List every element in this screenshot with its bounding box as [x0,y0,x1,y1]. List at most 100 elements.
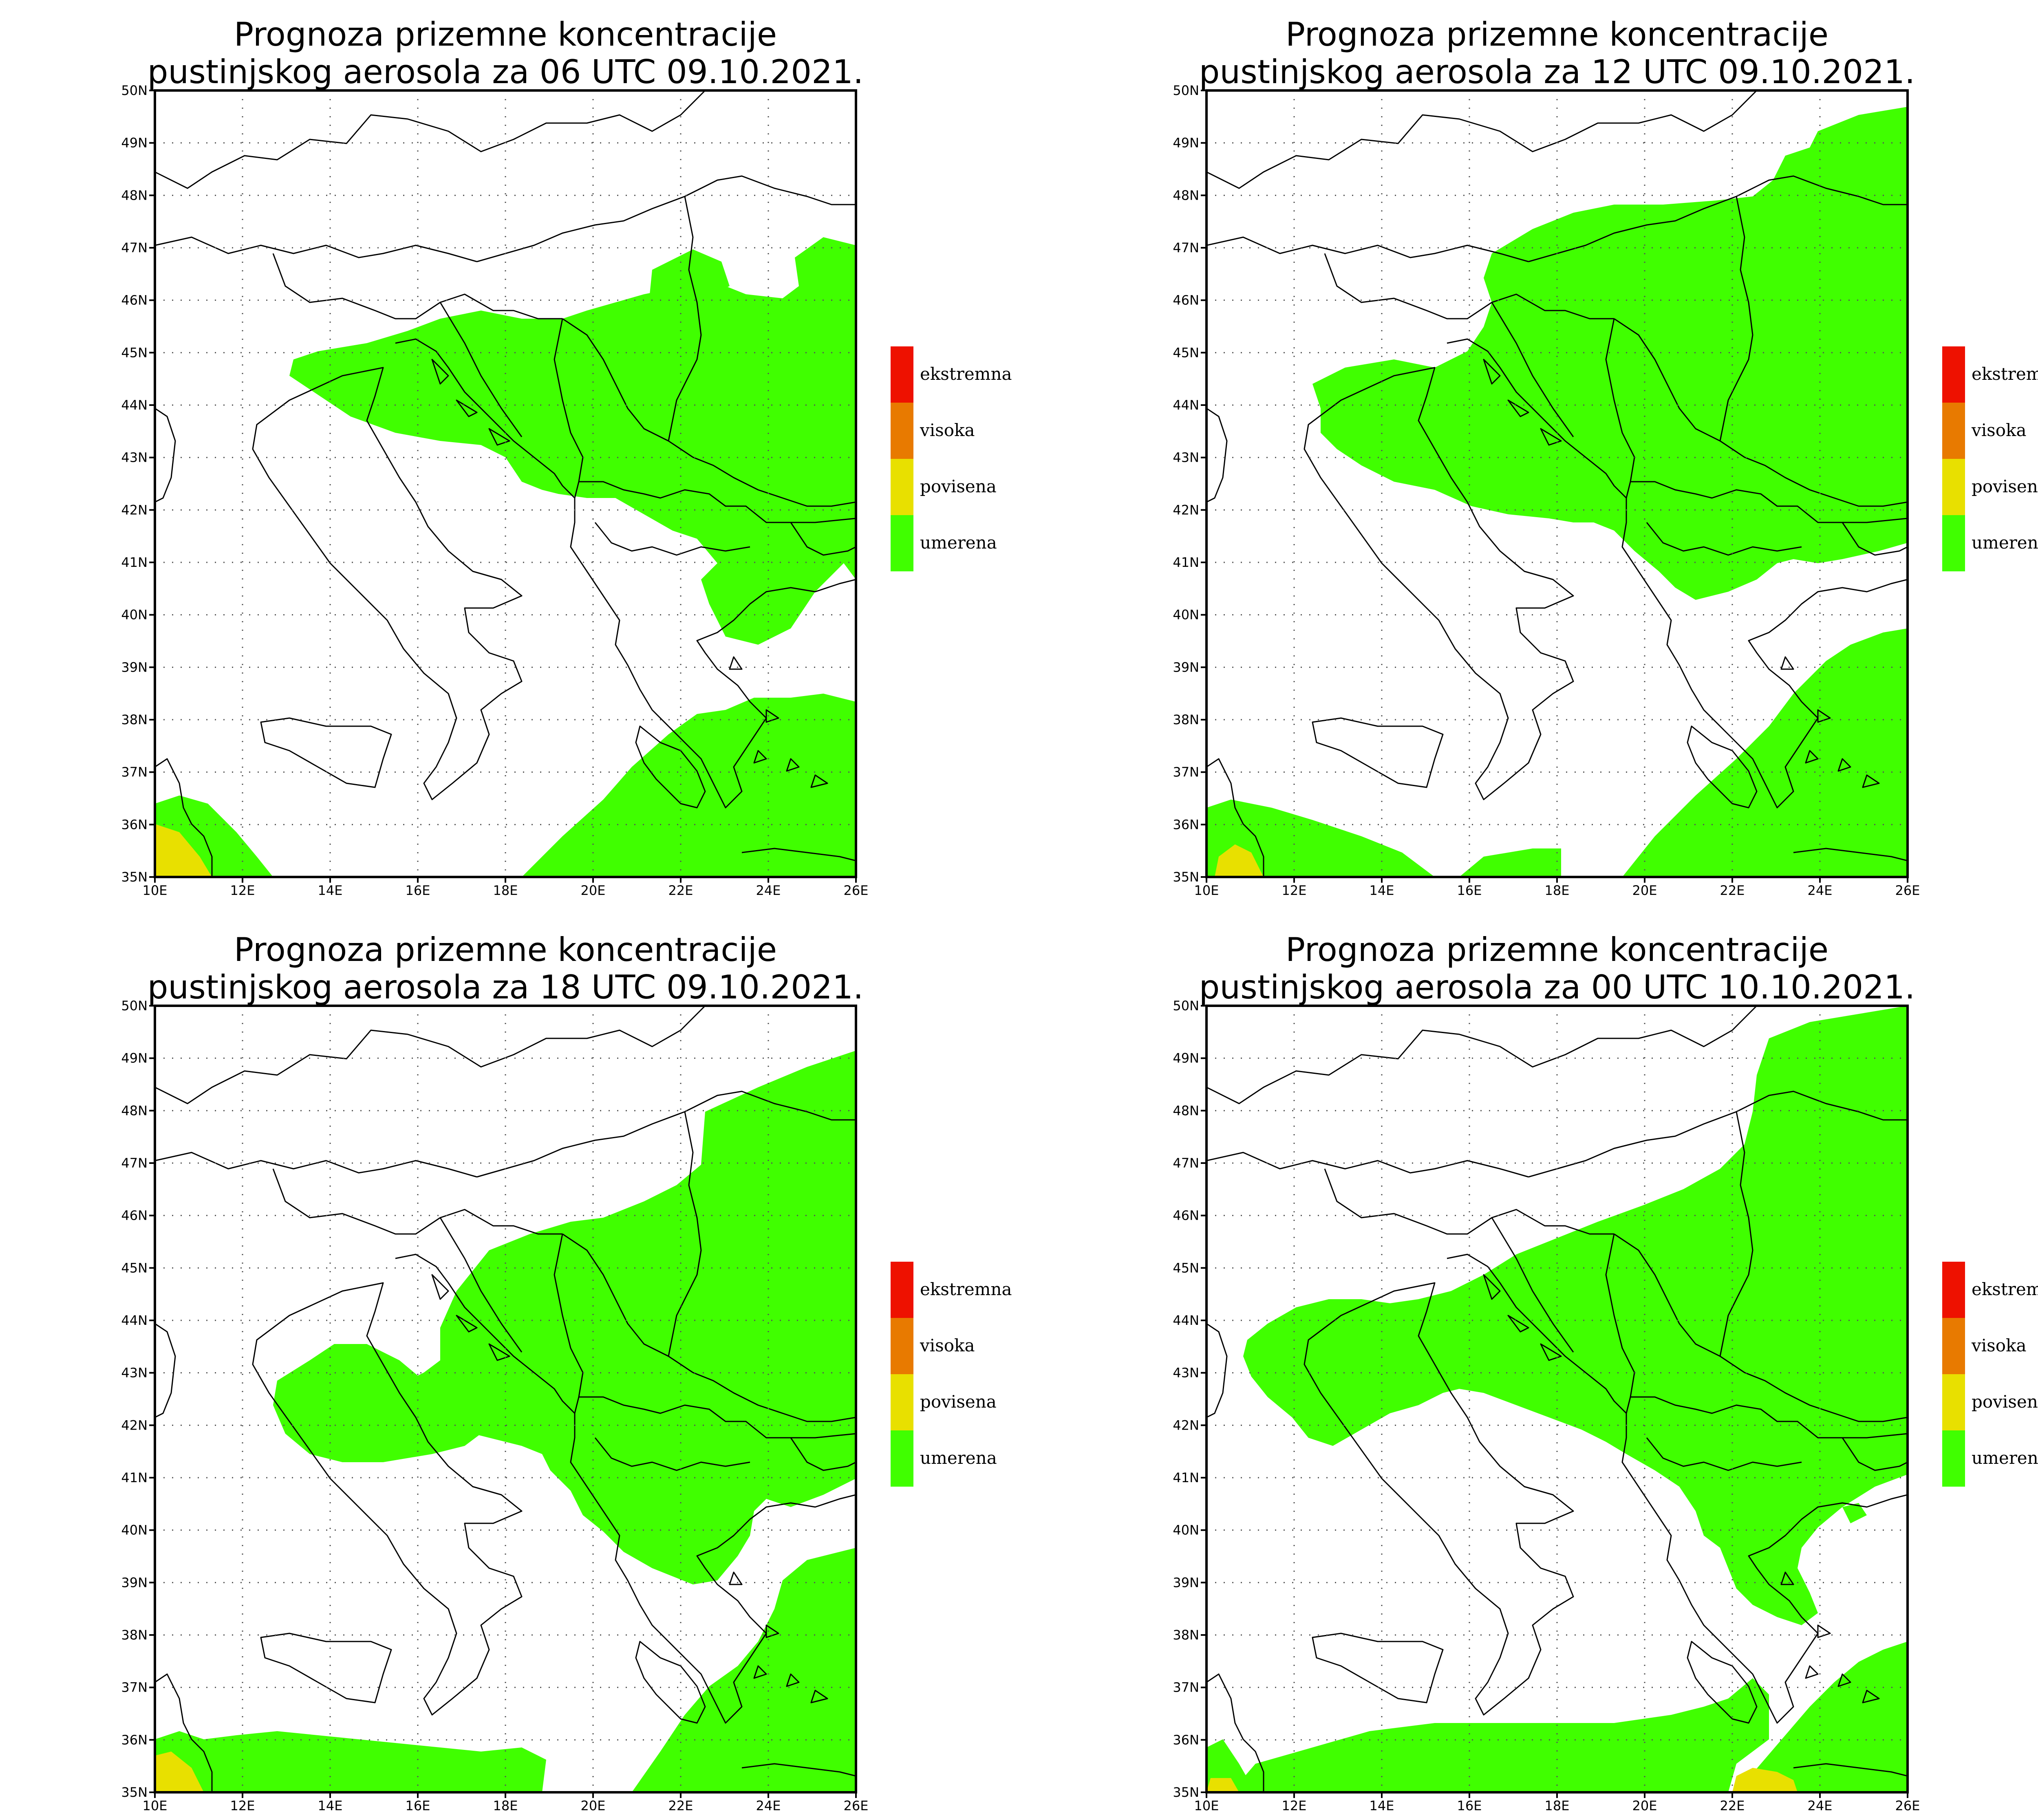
povisena-area [1206,1778,1239,1792]
umerena-area [1231,1678,1769,1792]
lat-tick-label: 44N [121,1313,148,1328]
lat-tick-label: 38N [1173,1627,1199,1643]
lat-tick-label: 35N [1173,869,1199,885]
legend-swatch-ekstremna [1942,346,1965,403]
lat-tick-label: 41N [121,1470,148,1485]
legend-swatch-visoka [1942,1318,1965,1374]
lon-tick-label: 24E [756,883,781,898]
umerena-area [1459,848,1561,877]
panel-title-line1: Prognoza prizemne koncentracije [234,15,777,53]
lon-tick-label: 26E [1895,883,1920,898]
map-panel-4: Prognoza prizemne koncentracijepustinjsk… [1173,931,2038,1813]
map-panel-2: Prognoza prizemne koncentracijepustinjsk… [1173,15,2038,898]
lat-tick-label: 41N [121,555,148,570]
legend: ekstremna visoka povisena umerena [891,346,1012,571]
povisena-area [1215,844,1264,877]
legend: ekstremna visoka povisena umerena [1942,346,2038,571]
legend-label-povisena: povisena [1972,1392,2038,1412]
lat-tick-label: 43N [121,1365,148,1381]
lat-tick-label: 40N [1173,607,1199,623]
lon-tick-label: 18E [1545,883,1570,898]
lon-tick-label: 10E [1194,1798,1219,1813]
legend: ekstremna visoka povisena umerena [891,1262,1012,1487]
map-panel-1: Prognoza prizemne koncentracijepustinjsk… [121,15,1012,898]
lon-tick-label: 24E [1808,883,1833,898]
lon-tick-label: 12E [230,1798,255,1813]
lon-tick-label: 16E [1457,1798,1482,1813]
povisena-area [155,1752,204,1792]
lat-tick-label: 48N [1173,1103,1199,1118]
lon-tick-label: 14E [1370,883,1394,898]
panel-title-line2: pustinjskog aerosola za 12 UTC 09.10.202… [1199,53,1915,91]
lon-tick-label: 16E [1457,883,1482,898]
lon-tick-label: 20E [1632,1798,1657,1813]
lat-tick-label: 38N [121,712,148,727]
lon-tick-label: 22E [1720,1798,1745,1813]
lon-tick-label: 12E [1282,883,1307,898]
lon-tick-label: 14E [318,1798,343,1813]
legend-swatch-povisena [1942,1374,1965,1430]
legend-swatch-umerena [1942,515,1965,571]
lat-tick-label: 49N [121,135,148,151]
lat-tick-label: 50N [1173,998,1199,1014]
lat-tick-label: 37N [121,765,148,780]
povisena-area [155,824,212,877]
lat-tick-label: 46N [1173,1208,1199,1223]
lat-tick-label: 37N [1173,1680,1199,1695]
lat-tick-label: 39N [121,1575,148,1590]
legend-swatch-ekstremna [891,346,913,403]
legend-label-ekstremna: ekstremna [920,1279,1012,1299]
map-area [155,90,856,877]
lat-tick-label: 48N [121,1103,148,1118]
lat-tick-label: 38N [121,1627,148,1643]
lat-tick-label: 41N [1173,555,1199,570]
lon-tick-label: 12E [230,883,255,898]
legend-swatch-umerena [891,1430,913,1487]
panel-title-line1: Prognoza prizemne koncentracije [1286,15,1828,53]
umerena-area [522,694,856,877]
lon-tick-label: 10E [143,1798,168,1813]
panel-title-line1: Prognoza prizemne koncentracije [1286,931,1828,969]
lon-tick-label: 14E [318,883,343,898]
lat-tick-label: 40N [121,1523,148,1538]
lat-tick-label: 35N [1173,1785,1199,1800]
umerena-area [1622,628,1908,877]
umerena-area [632,1548,856,1792]
lat-tick-label: 43N [1173,450,1199,465]
legend-swatch-ekstremna [891,1262,913,1318]
legend-swatch-umerena [891,515,913,571]
lon-tick-label: 24E [756,1798,781,1813]
lat-tick-label: 45N [121,1260,148,1276]
umerena-area [289,237,856,645]
panels-root: Prognoza prizemne koncentracijepustinjsk… [121,15,2038,1813]
umerena-area [1842,1503,1867,1523]
lon-tick-label: 20E [581,883,606,898]
lon-tick-label: 22E [668,883,693,898]
lat-tick-label: 36N [121,1732,148,1747]
panel-title-line1: Prognoza prizemne koncentracije [234,931,777,969]
umerena-area [1736,1642,1908,1792]
legend-label-umerena: umerena [1972,533,2038,553]
legend-label-ekstremna: ekstremna [920,364,1012,384]
map-panel-3: Prognoza prizemne koncentracijepustinjsk… [121,931,1012,1813]
lat-tick-label: 49N [1173,1051,1199,1066]
legend: ekstremna visoka povisena umerena [1942,1262,2038,1487]
legend-label-povisena: povisena [920,476,997,496]
lat-tick-label: 42N [121,1417,148,1433]
legend-swatch-visoka [891,403,913,459]
lon-tick-label: 18E [493,1798,518,1813]
lat-tick-label: 46N [121,293,148,308]
lat-tick-label: 39N [121,659,148,675]
lon-tick-label: 20E [1632,883,1657,898]
lat-tick-label: 42N [121,502,148,518]
lat-tick-label: 50N [121,83,148,98]
umerena-area [1312,107,1908,600]
lat-tick-label: 44N [1173,1313,1199,1328]
lon-tick-label: 26E [844,883,869,898]
lon-tick-label: 14E [1370,1798,1394,1813]
lat-tick-label: 36N [1173,817,1199,832]
lat-tick-label: 50N [1173,83,1199,98]
lat-tick-label: 40N [1173,1523,1199,1538]
lon-tick-label: 24E [1808,1798,1833,1813]
